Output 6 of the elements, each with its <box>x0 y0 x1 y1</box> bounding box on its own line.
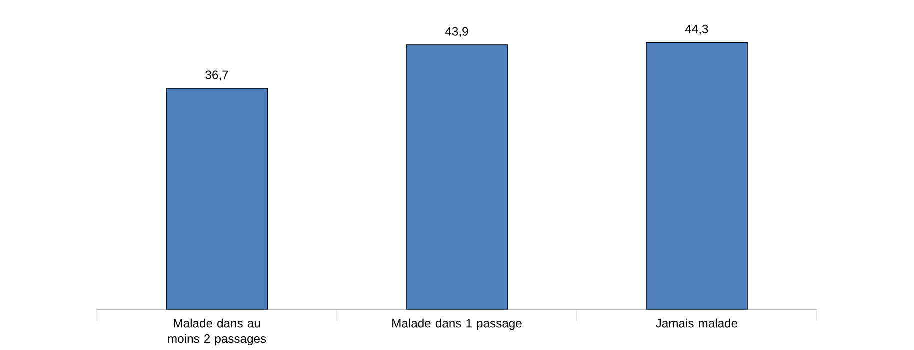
data-label: 43,9 <box>445 28 468 38</box>
data-label: 44,3 <box>685 25 708 36</box>
data-label: 36,7 <box>206 70 228 81</box>
x-tick-label: Malade dans 1 passage <box>392 319 522 330</box>
x-tick-label: Malade dans au moins 2 passages <box>168 319 266 346</box>
x-tick-label: Jamais malade <box>656 319 738 328</box>
